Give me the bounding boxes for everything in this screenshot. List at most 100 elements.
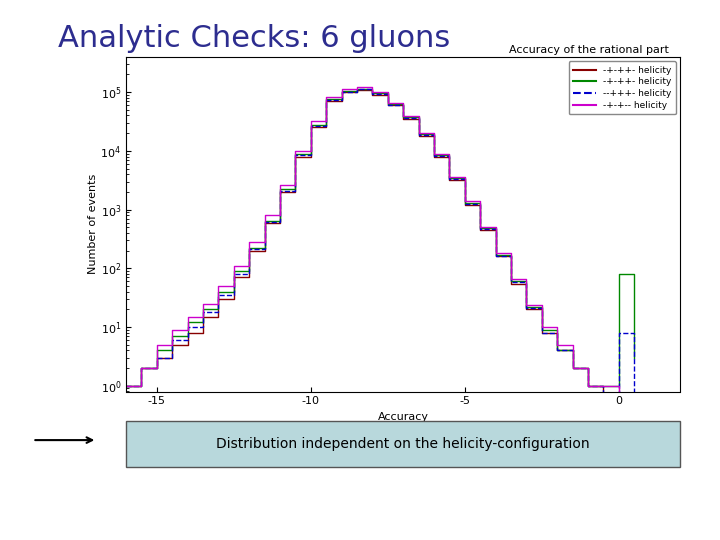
--+++- helicity [245, 246, 253, 253]
-+-++- helicity [291, 150, 300, 157]
-+-++- helicity [261, 219, 269, 226]
-+-++- helicity [184, 329, 192, 336]
-+-++- helicity [153, 355, 161, 361]
-+-++- helicity [522, 306, 531, 313]
--+++- helicity [584, 382, 593, 389]
-+-++- helicity [261, 217, 269, 224]
--+++- helicity [368, 91, 377, 97]
--+++- helicity [137, 365, 145, 372]
-+-++- helicity [276, 188, 284, 195]
-+-++- helicity [230, 274, 238, 281]
Text: Distribution independent on the helicity-configuration: Distribution independent on the helicity… [217, 437, 590, 451]
-+-++- helicity [553, 347, 562, 354]
Text: Accuracy of the rational part: Accuracy of the rational part [510, 44, 670, 55]
-+-++- helicity [307, 122, 315, 128]
-+-++- helicity [507, 280, 516, 287]
-+-+-- helicity [368, 89, 377, 95]
-+-+-- helicity [214, 283, 222, 289]
-+-++- helicity [476, 227, 485, 233]
--+++- helicity [568, 365, 577, 372]
-+-++- helicity [538, 327, 546, 333]
-+-++- helicity [568, 365, 577, 372]
--+++- helicity [307, 123, 315, 130]
-+-++- helicity [430, 153, 438, 160]
-+-++- helicity [614, 271, 623, 277]
-+-++- helicity [199, 306, 207, 313]
-+-++- helicity [553, 347, 562, 354]
--+++- helicity [507, 279, 516, 286]
-+-++- helicity [184, 319, 192, 326]
-+-++- helicity [445, 175, 454, 181]
-+-++- helicity [399, 114, 408, 120]
-+-++- helicity [337, 87, 346, 94]
-+-++- helicity [476, 225, 485, 232]
--+++- helicity [599, 400, 608, 407]
--+++- helicity [553, 347, 562, 354]
-+-+-- helicity [584, 382, 593, 389]
--+++- helicity [491, 252, 500, 259]
-+-++- helicity [291, 153, 300, 160]
Legend: -+-++- helicity, -+-++- helicity, --+++- helicity, -+-+-- helicity: -+-++- helicity, -+-++- helicity, --+++-… [569, 61, 676, 114]
-+-++- helicity [230, 268, 238, 274]
-+-+-- helicity [168, 327, 176, 333]
-+-++- helicity [214, 288, 222, 295]
-+-++- helicity [137, 365, 145, 372]
-+-++- helicity [337, 89, 346, 95]
-+-++- helicity [491, 252, 500, 258]
-+-+-- helicity [599, 382, 608, 389]
-+-++- helicity [137, 365, 145, 372]
--+++- helicity [414, 132, 423, 138]
-+-+-- helicity [507, 276, 516, 282]
-+-++- helicity [399, 116, 408, 122]
--+++- helicity [122, 382, 130, 389]
-+-++- helicity [614, 400, 623, 407]
-+-+-- helicity [230, 262, 238, 269]
-+-++- helicity [584, 382, 593, 389]
--+++- helicity [353, 86, 361, 92]
-+-++- helicity [599, 382, 608, 389]
-+-++- helicity [353, 86, 361, 93]
X-axis label: Accuracy: Accuracy [378, 412, 428, 422]
-+-++- helicity [353, 85, 361, 92]
-+-++- helicity [461, 201, 469, 208]
-+-++- helicity [384, 101, 392, 107]
-+-+-- helicity [261, 212, 269, 219]
-+-++- helicity [368, 91, 377, 98]
-+-+-- helicity [491, 250, 500, 256]
-+-++- helicity [414, 133, 423, 139]
Y-axis label: Number of events: Number of events [88, 174, 97, 274]
-+-+-- helicity [184, 314, 192, 320]
Text: 21: 21 [675, 517, 695, 532]
--+++- helicity [214, 292, 222, 298]
-+-+-- helicity [291, 147, 300, 154]
-+-++- helicity [322, 98, 330, 104]
-+-++- helicity [414, 131, 423, 138]
-+-+-- helicity [137, 365, 145, 372]
-+-+-- helicity [337, 86, 346, 92]
-+-+-- helicity [276, 182, 284, 188]
--+++- helicity [445, 176, 454, 183]
-+-+-- helicity [353, 84, 361, 91]
-+-+-- helicity [322, 94, 330, 100]
-+-+-- helicity [122, 382, 130, 389]
-+-+-- helicity [522, 301, 531, 308]
-+-++- helicity [199, 314, 207, 320]
-+-++- helicity [599, 400, 608, 407]
-+-+-- helicity [614, 400, 623, 407]
-+-++- helicity [584, 382, 593, 389]
-+-++- helicity [491, 253, 500, 260]
-+-+-- helicity [245, 239, 253, 245]
--+++- helicity [614, 329, 623, 336]
-+-++- helicity [568, 365, 577, 372]
-+-++- helicity [122, 382, 130, 389]
-+-++- helicity [445, 177, 454, 183]
-+-++- helicity [630, 400, 639, 407]
-+-+-- helicity [430, 150, 438, 157]
--+++- helicity [630, 400, 639, 407]
--+++- helicity [276, 187, 284, 194]
Line: --+++- helicity: --+++- helicity [126, 89, 634, 403]
--+++- helicity [538, 329, 546, 336]
FancyBboxPatch shape [126, 421, 680, 467]
-+-++- helicity [307, 124, 315, 131]
--+++- helicity [337, 89, 346, 95]
